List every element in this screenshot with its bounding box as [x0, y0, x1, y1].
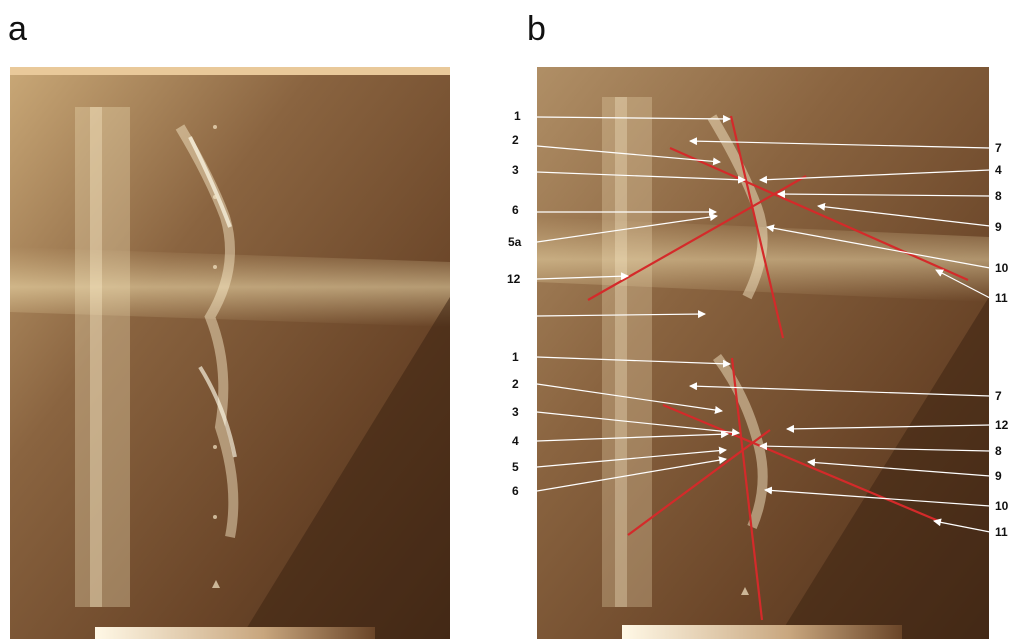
label-upper-right-8: 8 — [995, 189, 1002, 203]
label-lower-right-10: 10 — [995, 499, 1009, 513]
label-lower-left-4: 4 — [512, 434, 519, 448]
label-lower-left-6: 6 — [512, 484, 519, 498]
label-upper-right-7: 7 — [995, 141, 1002, 155]
ultrasound-image-a — [10, 67, 450, 639]
ultrasound-scan-b — [537, 67, 989, 639]
red-angle-lines-lower — [627, 357, 942, 621]
label-lower-right-9: 9 — [995, 469, 1002, 483]
label-upper-right-4: 4 — [995, 163, 1002, 177]
arrows-upper-right — [689, 137, 991, 299]
label-lower-right-8: 8 — [995, 444, 1002, 458]
label-lower-right-11: 11 — [995, 525, 1008, 539]
panel-letter-b: b — [527, 10, 546, 48]
label-lower-left-1: 1 — [512, 350, 519, 364]
arrows-lower-left — [536, 356, 740, 492]
label-upper-left-2: 2 — [512, 133, 519, 147]
arrows-upper-left — [536, 114, 746, 319]
panel-letter-a: a — [8, 10, 27, 48]
label-upper-right-9: 9 — [995, 220, 1002, 234]
ultrasound-image-b — [537, 67, 989, 639]
label-upper-left-1: 1 — [514, 109, 521, 123]
label-upper-left-3: 3 — [512, 163, 519, 177]
label-lower-left-2: 2 — [512, 377, 519, 391]
label-upper-right-10: 10 — [995, 261, 1009, 275]
label-lower-right-12: 12 — [995, 418, 1009, 432]
arrows-lower-right — [689, 382, 991, 533]
label-lower-right-7: 7 — [995, 389, 1002, 403]
ultrasound-scan-a — [10, 67, 450, 639]
label-upper-left-6: 6 — [512, 203, 519, 217]
label-upper-left-5a: 5a — [508, 235, 522, 249]
label-upper-left-12: 12 — [507, 272, 521, 286]
label-lower-left-3: 3 — [512, 405, 519, 419]
label-lower-left-5: 5 — [512, 460, 519, 474]
label-upper-right-11: 11 — [995, 291, 1008, 305]
